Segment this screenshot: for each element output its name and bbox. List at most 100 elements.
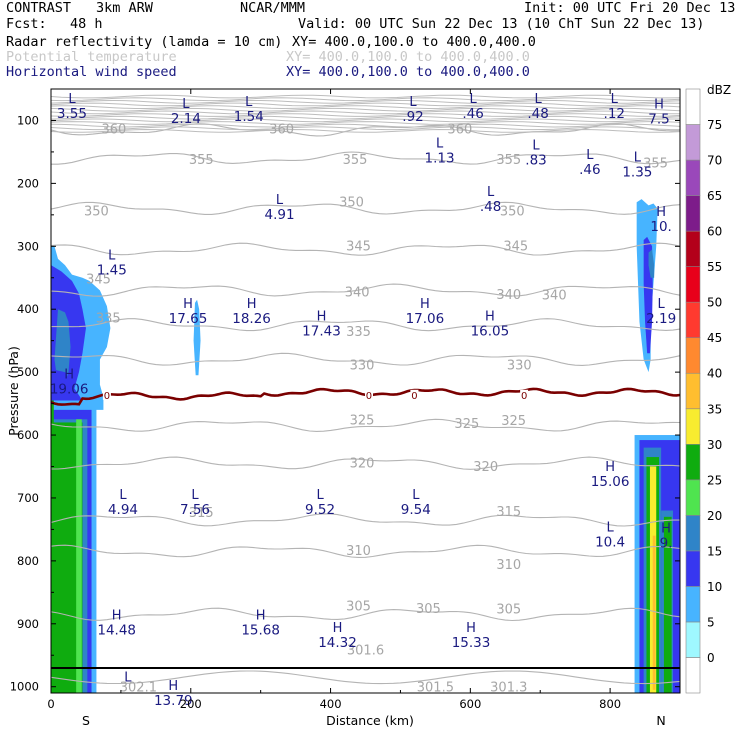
wind-extremum-marker: L bbox=[108, 249, 116, 264]
wind-extremum-marker: H bbox=[420, 297, 430, 312]
theta-contour-line bbox=[51, 456, 680, 470]
reflectivity-cell bbox=[648, 249, 655, 278]
wind-extremum-marker: H bbox=[317, 310, 327, 325]
theta-label: 345 bbox=[346, 240, 371, 255]
y-tick-label: 200 bbox=[17, 176, 39, 190]
colorbar-swatch bbox=[685, 88, 701, 125]
reflectivity-shading bbox=[51, 199, 680, 693]
theta-label: 325 bbox=[350, 413, 375, 428]
fcst-value: 48 h bbox=[70, 16, 103, 32]
field-2-name: Potential temperature bbox=[6, 49, 177, 65]
colorbar-label: 35 bbox=[707, 402, 722, 416]
field-1-xy: XY= 400.0,100.0 to 400.0,400.0 bbox=[292, 34, 536, 50]
theta-contour-line bbox=[51, 513, 680, 527]
field-3-xy: XY= 400.0,100.0 to 400.0,400.0 bbox=[286, 64, 530, 80]
x-tick-label: 800 bbox=[599, 697, 621, 711]
theta-contour-line bbox=[51, 318, 680, 332]
theta-label: 340 bbox=[496, 288, 521, 303]
upper-contour-line bbox=[51, 128, 680, 133]
theta-label: 345 bbox=[86, 272, 111, 287]
colorbar-label: 65 bbox=[707, 189, 722, 203]
theta-label: 320 bbox=[473, 460, 498, 475]
colorbar-label: 55 bbox=[707, 260, 722, 274]
theta-contour-line bbox=[51, 201, 680, 215]
y-axis-title: Pressure (hPa) bbox=[6, 346, 21, 436]
wind-extremum-marker: H bbox=[333, 621, 343, 636]
wind-extremum-value: 7.5 bbox=[648, 112, 669, 128]
wind-extremum-marker: H bbox=[654, 98, 664, 113]
freezing-label-bg bbox=[364, 389, 373, 400]
wind-extremum-marker: L bbox=[119, 488, 127, 503]
plot-header: CONTRAST 3km ARW NCAR/MMM Init: 00 UTC F… bbox=[0, 0, 740, 84]
wind-extremum-value: .12 bbox=[604, 106, 625, 122]
north-end-label: N bbox=[656, 713, 665, 728]
theta-label: 330 bbox=[350, 359, 375, 374]
colorbar-swatch bbox=[685, 124, 701, 161]
theta-label: 305 bbox=[416, 602, 441, 617]
colorbar-swatch bbox=[685, 195, 701, 232]
colorbar-swatch bbox=[685, 408, 701, 445]
wind-extremum-marker: L bbox=[611, 92, 619, 107]
wind-extremum-value: .83 bbox=[525, 152, 546, 168]
colorbar-label: 25 bbox=[707, 473, 722, 487]
theta-label: 345 bbox=[503, 240, 528, 255]
colorbar-swatch bbox=[685, 657, 701, 694]
init-time: Init: 00 UTC Fri 20 Dec 13 bbox=[524, 0, 736, 16]
colorbar-swatch bbox=[685, 230, 701, 267]
wind-extremum-value: 7.56 bbox=[180, 502, 210, 518]
field-3-name: Horizontal wind speed bbox=[6, 64, 177, 80]
colorbar-swatch bbox=[685, 479, 701, 516]
wind-extremum-value: 17.06 bbox=[406, 311, 445, 327]
wind-extremum-marker: H bbox=[485, 310, 495, 325]
wind-extremum-marker: H bbox=[605, 460, 615, 475]
colorbar-swatch bbox=[685, 550, 701, 587]
theta-label: 330 bbox=[507, 359, 532, 374]
colorbar-swatch bbox=[685, 159, 701, 196]
y-tick-label: 100 bbox=[17, 113, 39, 127]
wind-extremum-marker: L bbox=[586, 148, 594, 163]
wind-extremum-marker: L bbox=[68, 92, 76, 107]
wind-extremum-marker: L bbox=[124, 671, 132, 686]
wind-extremum-marker: H bbox=[466, 621, 476, 636]
colorbar-swatch bbox=[685, 266, 701, 303]
colorbar-label: 15 bbox=[707, 544, 722, 558]
freezing-label-bg bbox=[102, 389, 111, 400]
colorbar-label: 45 bbox=[707, 331, 722, 345]
freezing-level-label: 0 bbox=[366, 391, 372, 402]
x-tick-label: 400 bbox=[320, 697, 342, 711]
wind-extremum-value: 10. bbox=[650, 219, 671, 235]
theta-label: 340 bbox=[542, 289, 567, 304]
field-1-name: Radar reflectivity (lamda = 10 cm) bbox=[6, 34, 283, 50]
south-end-label: S bbox=[82, 713, 90, 728]
colorbar-swatch bbox=[685, 621, 701, 658]
wind-extremum-value: 16.05 bbox=[471, 324, 510, 340]
wind-extremum-marker: L bbox=[245, 95, 253, 110]
wind-extremum-value: 4.94 bbox=[108, 502, 138, 518]
wind-extremum-value: 9. bbox=[660, 536, 673, 552]
theta-label: 320 bbox=[350, 457, 375, 472]
wind-extremum-value: .46 bbox=[462, 106, 483, 122]
colorbar-label: 60 bbox=[707, 225, 722, 239]
wind-extremum-value: 17.65 bbox=[169, 311, 208, 327]
upper-contour-line bbox=[51, 118, 680, 123]
theta-contour-line bbox=[51, 670, 680, 685]
y-tick-label: 600 bbox=[17, 428, 39, 442]
upper-contour-line bbox=[51, 94, 680, 99]
upper-contour-line bbox=[51, 97, 680, 102]
wind-extremum-marker: H bbox=[256, 608, 266, 623]
theta-contour-line bbox=[51, 151, 680, 165]
theta-label: 355 bbox=[643, 157, 668, 172]
y-tick-label: 500 bbox=[17, 365, 39, 379]
wind-extremum-value: 9.54 bbox=[401, 502, 431, 518]
upper-contour-line bbox=[51, 113, 680, 117]
wind-extremum-value: 2.19 bbox=[646, 311, 676, 327]
wind-extremum-marker: H bbox=[64, 367, 74, 382]
wind-extremum-value: 9.52 bbox=[305, 502, 335, 518]
theta-label: 315 bbox=[496, 505, 521, 520]
wind-extremum-value: 1.45 bbox=[97, 263, 127, 279]
theta-contour-line bbox=[51, 352, 680, 366]
theta-label: 335 bbox=[346, 325, 371, 340]
theta-label: 310 bbox=[346, 544, 371, 559]
valid-time: Valid: 00 UTC Sun 22 Dec 13 (10 ChT Sun … bbox=[298, 16, 705, 32]
theta-label: 355 bbox=[343, 153, 368, 168]
